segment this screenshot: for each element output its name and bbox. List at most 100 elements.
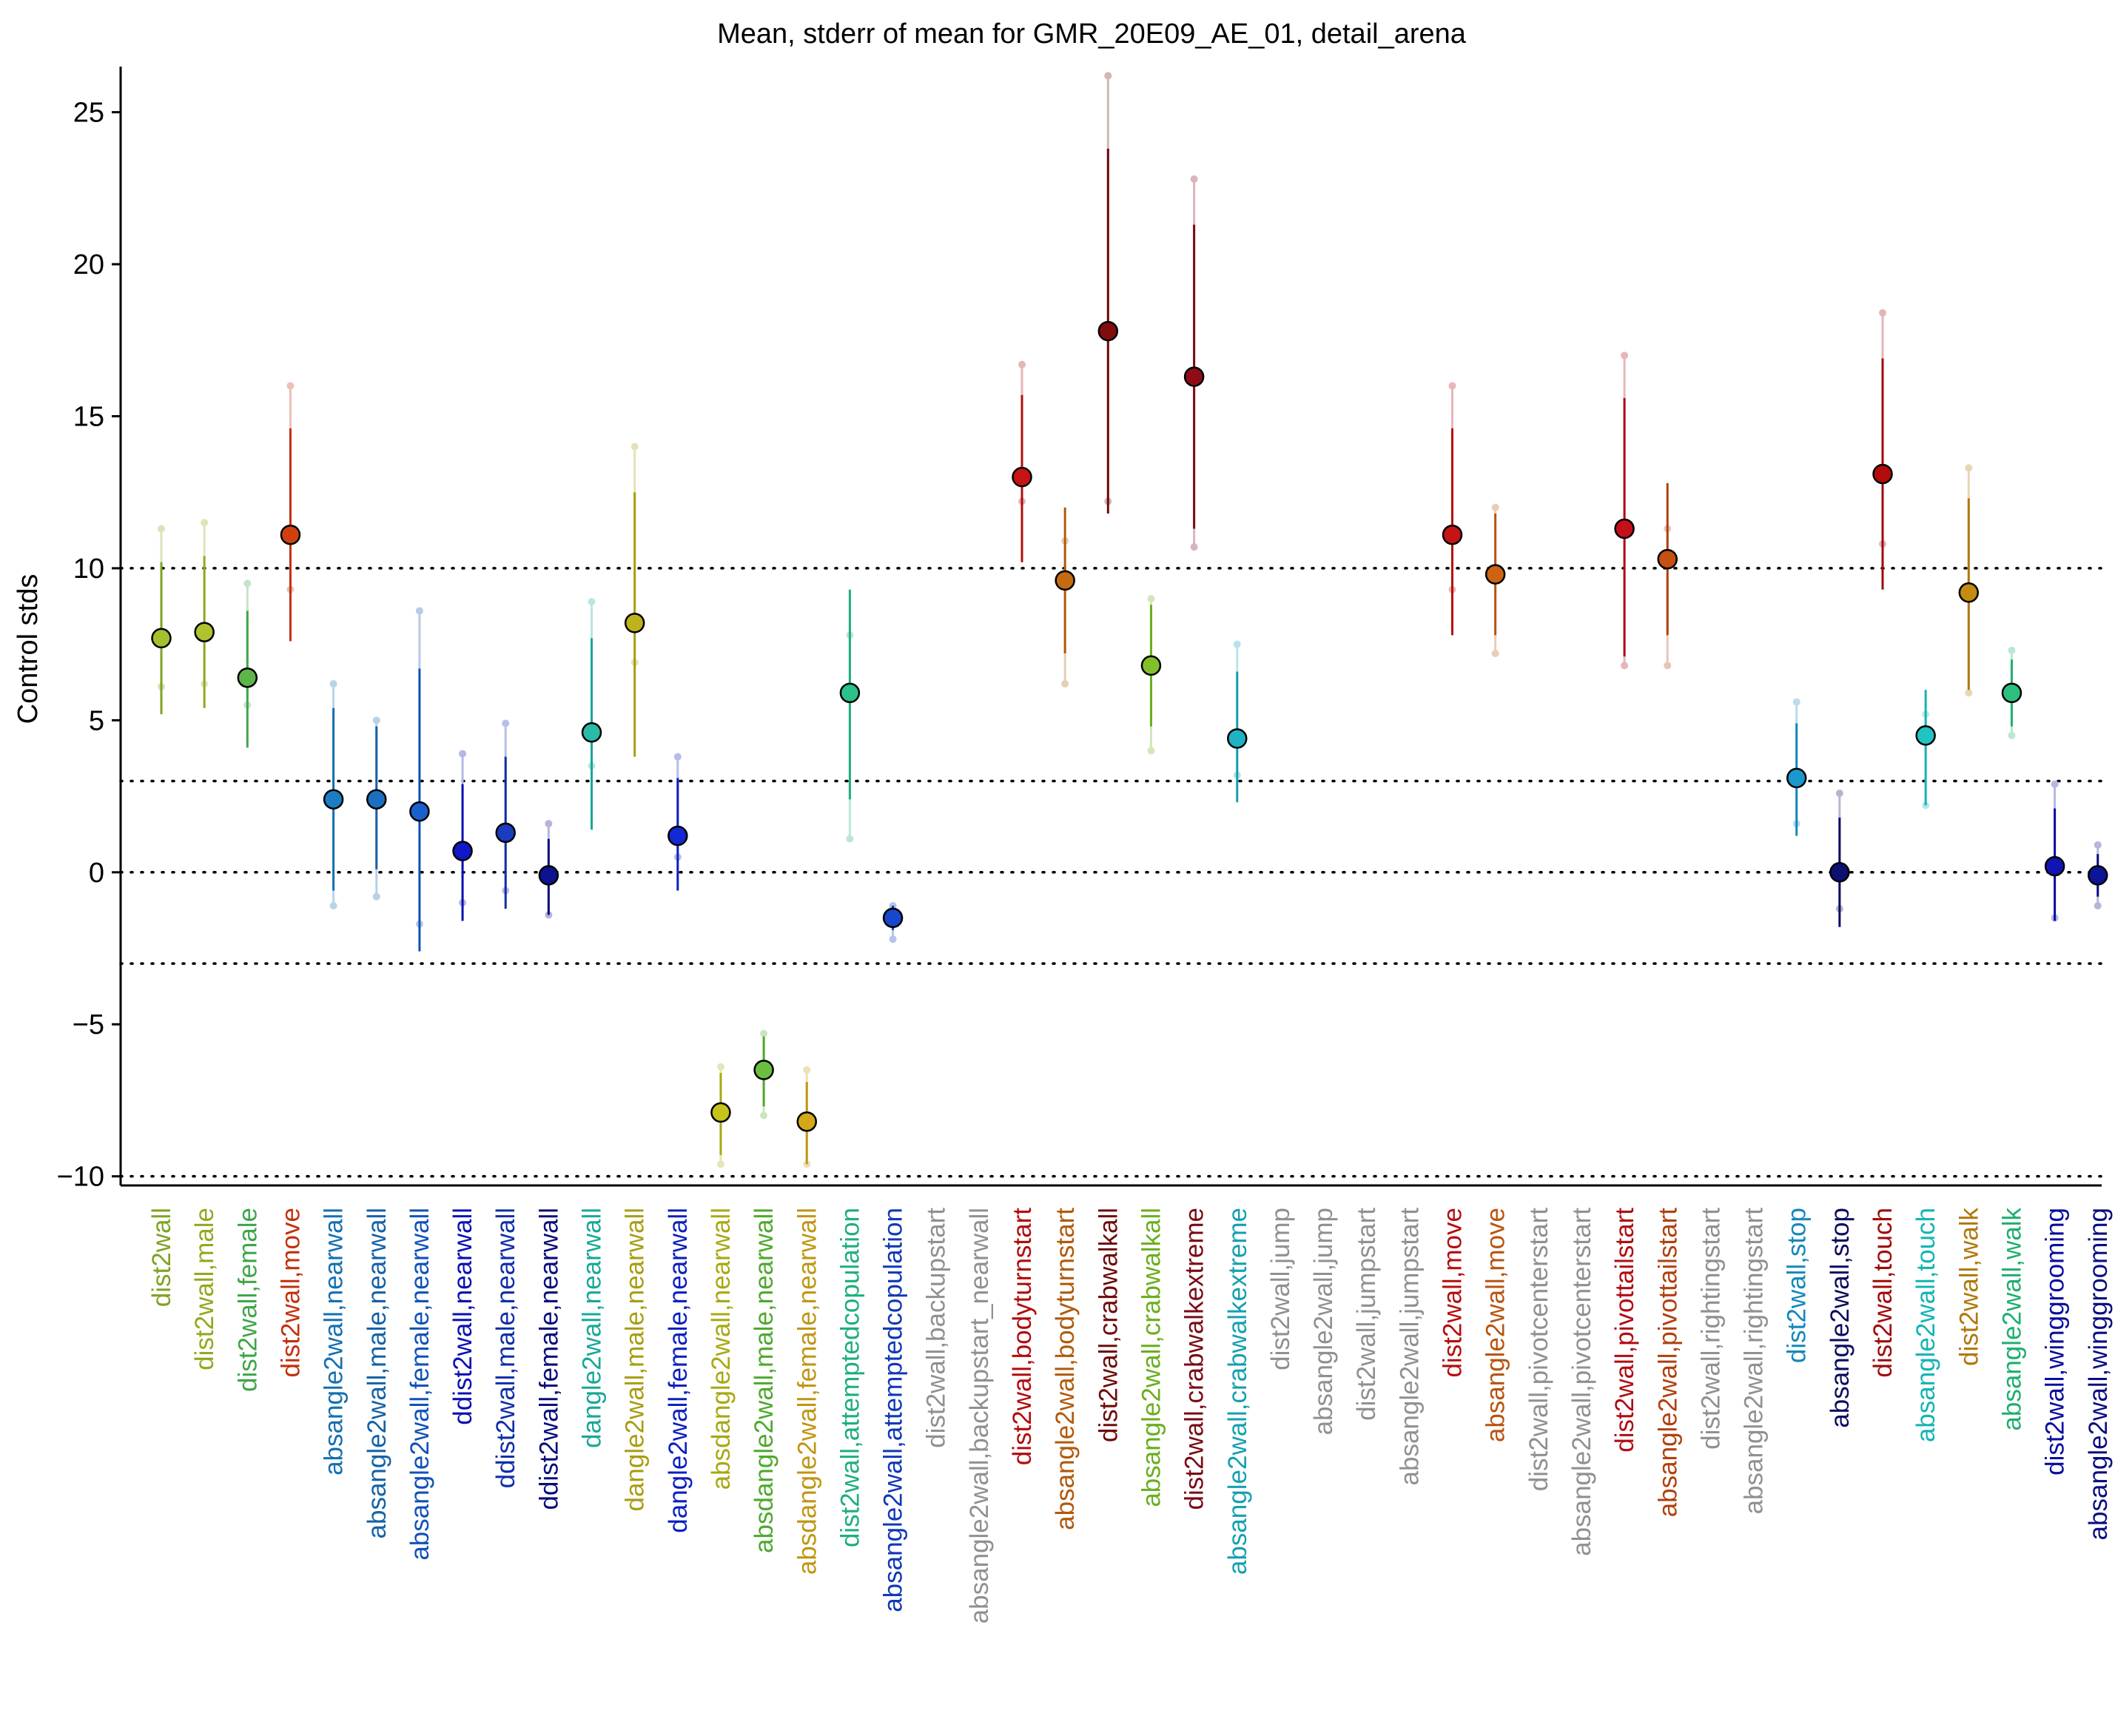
mean-marker (194, 622, 215, 642)
mean-marker (668, 825, 688, 847)
data-point-group (1872, 309, 1893, 590)
range-end-point (201, 519, 209, 527)
data-point-group (1915, 690, 1936, 810)
data-point-group (151, 525, 172, 715)
mean-marker (624, 613, 645, 633)
mean-marker (1140, 655, 1162, 676)
data-point-group (710, 1063, 731, 1168)
mean-marker (538, 865, 559, 886)
range-end-point (1061, 680, 1069, 688)
range-end-point (243, 579, 252, 588)
x-tick-label: absdangle2wall,nearwall (707, 1208, 736, 1490)
range-end-point (2008, 646, 2016, 654)
range-end-point (1621, 662, 1629, 670)
data-point-group (1657, 482, 1678, 670)
range-end-point (1018, 360, 1026, 369)
range-end-point (760, 1029, 768, 1037)
data-point-group (1829, 789, 1850, 927)
range-end-point (2094, 841, 2102, 849)
data-point-group (796, 1066, 817, 1168)
x-tick-label: absangle2wall,attemptedcopulation (879, 1208, 908, 1612)
data-point-group (1442, 382, 1463, 636)
range-end-point (716, 1160, 724, 1168)
x-tick-label: absangle2wall,move (1482, 1208, 1510, 1442)
data-point-group (1140, 595, 1162, 755)
range-end-point (545, 820, 553, 828)
range-end-point (1965, 689, 1973, 697)
x-tick-label: absangle2wall,walk (1997, 1208, 2026, 1431)
x-tick-label: absangle2wall,crabwalkextreme (1223, 1208, 1252, 1575)
data-point-group (366, 716, 387, 901)
mean-marker (1958, 582, 1980, 603)
data-point-group (882, 902, 904, 943)
y-tick-label: −10 (57, 1162, 104, 1193)
range-end-point (459, 750, 467, 758)
range-end-point (1491, 503, 1499, 511)
data-point-group (323, 680, 344, 909)
x-tick-labels: dist2wall dist2wall,male dist2wall,female d… (147, 1208, 2113, 1624)
y-tick-label: 10 (73, 554, 104, 585)
range-end-point (2051, 780, 2059, 788)
x-tick-label: ddist2wall,male,nearwall (491, 1208, 520, 1488)
mean-marker (1915, 725, 1936, 746)
x-tick-label: absangle2wall,crabwalkall (1137, 1208, 1166, 1507)
data-point-group (668, 753, 688, 891)
range-end-point (1879, 309, 1886, 317)
data-point-group (1055, 507, 1075, 688)
mean-marker (2044, 855, 2065, 877)
range-end-point (2008, 731, 2016, 739)
x-tick-label: dist2wall,winggrooming (2041, 1208, 2070, 1476)
range-end-point (1965, 464, 1973, 472)
data-point-group (280, 382, 301, 642)
x-tick-label: dist2wall,pivotcenterstart (1524, 1208, 1553, 1491)
x-tick-label: ddist2wall,female,nearwall (534, 1208, 563, 1510)
range-end-point (158, 525, 165, 533)
mean-marker (1872, 463, 1893, 485)
x-tick-label: ddist2wall,nearwall (448, 1208, 477, 1425)
x-tick-label: absangle2wall,female,nearwall (406, 1208, 434, 1561)
x-tick-label: absdangle2wall,male,nearwall (750, 1208, 779, 1553)
y-tick-label: 25 (73, 98, 104, 129)
mean-marker (1442, 524, 1463, 545)
data-point-group (2001, 646, 2022, 739)
range-end-point (329, 680, 337, 688)
range-end-point (846, 835, 854, 843)
mean-marker (452, 841, 473, 861)
range-end-point (502, 719, 510, 727)
mean-marker (323, 789, 344, 810)
range-end-point (588, 598, 596, 606)
mean-marker (280, 524, 301, 545)
y-tick-label: 0 (89, 858, 104, 889)
x-tick-label: dist2wall,bodyturnstart (1008, 1208, 1037, 1465)
reference-lines (119, 567, 2103, 1178)
y-tick-label: 5 (89, 705, 104, 736)
range-end-point (1792, 698, 1800, 706)
range-end-point (415, 607, 423, 615)
x-tick-label: dist2wall,touch (1869, 1208, 1897, 1378)
x-tick-label: absangle2wall,backupstart_nearwall (965, 1208, 994, 1624)
range-end-point (1147, 595, 1155, 603)
data-point-group (1614, 351, 1635, 670)
data-point-group (839, 589, 861, 843)
data-point-group (409, 607, 430, 952)
x-tick-label: dangle2wall,female,nearwall (664, 1208, 693, 1533)
range-end-point (286, 382, 295, 390)
range-end-point (1448, 382, 1456, 390)
data-point-group (237, 579, 258, 748)
error-bars (151, 72, 2108, 1168)
mean-marker (1097, 320, 1119, 342)
x-tick-label: dist2wall,walk (1954, 1208, 1983, 1366)
y-ticks: 25 20 15 10 5 0 −5 −10 (57, 98, 121, 1193)
range-end-point (1190, 543, 1198, 551)
x-tick-label: dist2wall,female (233, 1208, 262, 1392)
mean-marker (1183, 366, 1205, 387)
range-end-point (1621, 351, 1629, 360)
x-tick-label: dangle2wall,male,nearwall (621, 1208, 650, 1512)
range-end-point (2094, 902, 2102, 909)
x-tick-label: absangle2wall,bodyturnstart (1051, 1208, 1080, 1530)
data-point-group (1097, 72, 1119, 514)
mean-marker (1055, 570, 1075, 591)
x-tick-label: dist2wall,attemptedcopulation (835, 1208, 864, 1547)
mean-marker (839, 682, 861, 704)
